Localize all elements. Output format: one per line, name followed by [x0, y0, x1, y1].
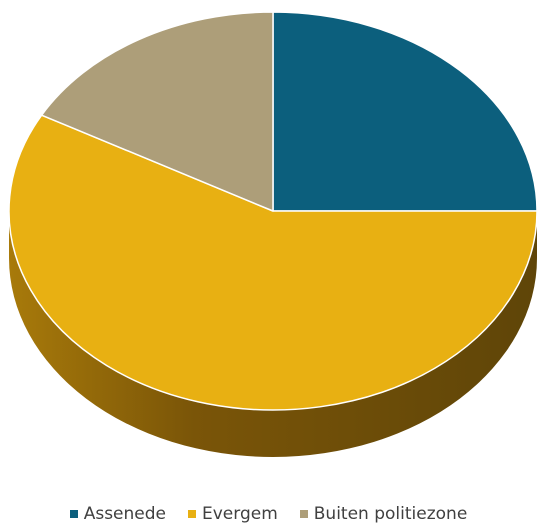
legend-item-buiten-politiezone: Buiten politiezone: [299, 503, 468, 524]
legend-swatch-buiten-politiezone: [299, 509, 308, 518]
legend-swatch-assenede: [69, 509, 78, 518]
pie-slices: [8, 11, 537, 411]
pie-side-evergem: [9, 211, 537, 457]
legend: Assenede Evergem Buiten politiezone: [0, 500, 537, 527]
legend-item-evergem: Evergem: [188, 504, 278, 524]
pie-side-wall: [9, 211, 537, 457]
pie-slice-evergem: [8, 114, 537, 411]
legend-label-buiten-politiezone: Buiten politiezone: [313, 503, 468, 524]
pie-chart: [8, 11, 537, 457]
pie-slice-assenede: [272, 11, 537, 212]
legend-label-assenede: Assenede: [83, 503, 166, 524]
pie-slice-buiten-politiezone: [40, 11, 274, 212]
legend-label-evergem: Evergem: [202, 503, 278, 524]
legend-swatch-evergem: [188, 509, 196, 518]
legend-item-assenede: Assenede: [69, 503, 166, 524]
